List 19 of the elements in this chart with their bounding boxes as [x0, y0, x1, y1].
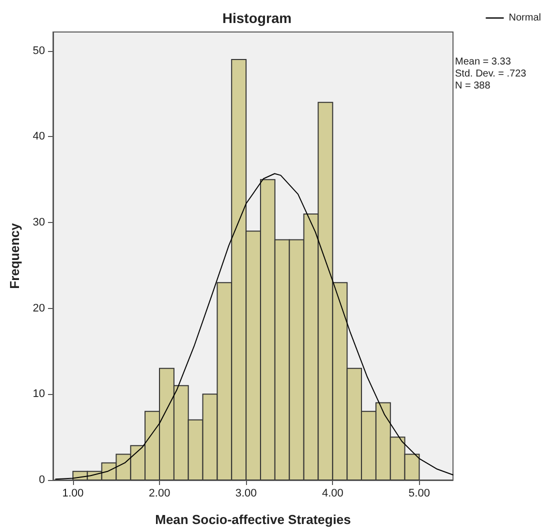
- chart-title: Histogram: [222, 10, 292, 26]
- y-tick-label: 10: [32, 388, 45, 400]
- line-series: [55, 173, 454, 480]
- x-tick-label: 3.00: [235, 488, 257, 500]
- y-axis-title: Frequency: [7, 222, 22, 289]
- text: N = 388: [455, 80, 491, 92]
- y-tick-label: 20: [32, 302, 45, 314]
- y-tick-label: 30: [32, 216, 45, 229]
- text: Mean = 3.33: [455, 56, 512, 68]
- x-tick-label: 5.00: [408, 488, 430, 500]
- x-axis-title: Mean Socio-affective Strategies: [155, 512, 351, 527]
- x-tick-label: 2.00: [148, 488, 170, 500]
- y-tick-label: 40: [32, 130, 45, 143]
- y-tick-label: 50: [32, 44, 45, 57]
- x-tick-label: 1.00: [62, 488, 84, 500]
- x-tick-label: 4.00: [322, 488, 344, 500]
- legend-label: Normal: [508, 12, 542, 24]
- text: Std. Dev. = .723: [455, 68, 527, 80]
- y-tick-label: 0: [38, 474, 45, 486]
